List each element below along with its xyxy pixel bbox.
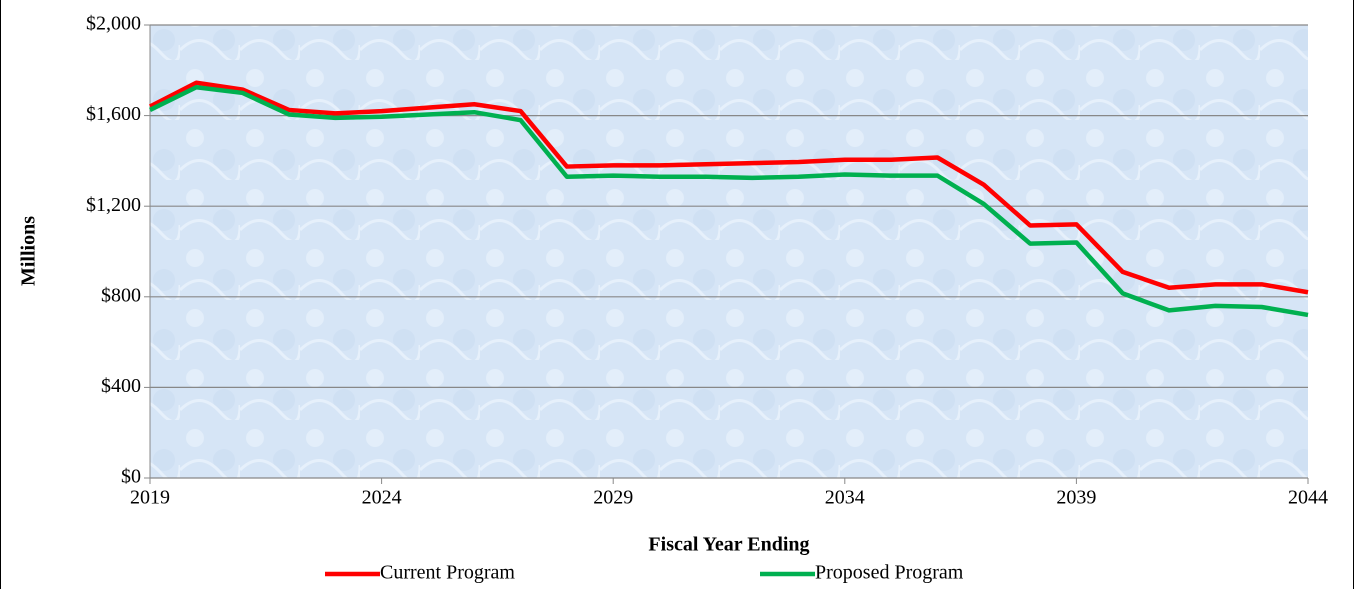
x-tick-label: 2019 — [130, 487, 170, 509]
y-tick-label: $2,000 — [86, 13, 141, 35]
legend-label: Proposed Program — [815, 562, 964, 584]
x-axis-label: Fiscal Year Ending — [648, 534, 809, 556]
plot-area — [150, 25, 1308, 478]
y-tick-label: $1,600 — [86, 103, 141, 125]
y-tick-label: $800 — [101, 284, 141, 306]
y-tick-label: $400 — [101, 375, 141, 397]
x-tick-label: 2024 — [362, 487, 402, 509]
y-tick-label: $1,200 — [86, 194, 141, 216]
y-axis-label: Millions — [18, 216, 40, 286]
x-tick-label: 2034 — [825, 487, 865, 509]
x-tick-label: 2044 — [1288, 487, 1328, 509]
series-line — [148, 80, 1309, 295]
legend-label: Current Program — [380, 562, 515, 584]
x-tick-label: 2029 — [593, 487, 633, 509]
x-tick-label: 2039 — [1056, 487, 1096, 509]
series-line — [149, 85, 1309, 318]
y-tick-label: $0 — [121, 466, 141, 488]
